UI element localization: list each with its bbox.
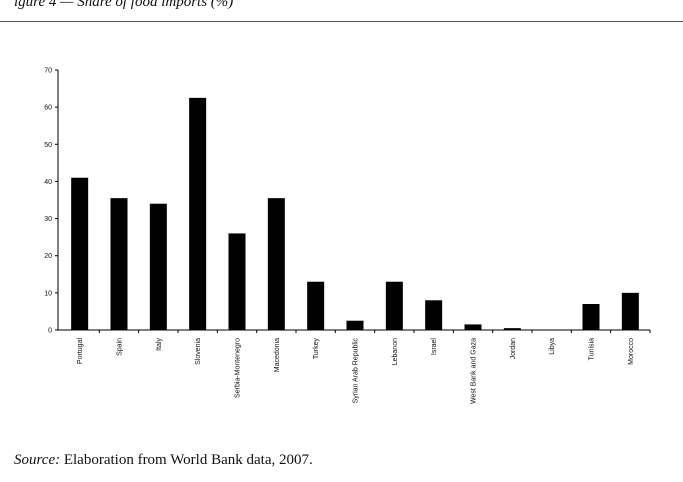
x-tick-label: Israel (431, 338, 438, 356)
bar (307, 282, 324, 330)
source-text: Elaboration from World Bank data, 2007. (60, 452, 313, 468)
x-tick-label: Italy (156, 338, 163, 351)
x-tick-label: Lebanon (392, 338, 399, 365)
bar (465, 324, 482, 330)
bar (583, 304, 600, 330)
y-axis: 0 10 20 30 40 50 60 70 (44, 68, 650, 335)
x-tick-label: Macedonia (274, 338, 281, 372)
bar-chart: 0 10 20 30 40 50 60 70 Portugal Spain Italy Sloven… (0, 50, 683, 440)
y-tick-label: 40 (44, 179, 52, 186)
y-tick-label: 30 (44, 216, 52, 223)
bar (229, 233, 246, 330)
figure-caption: igure 4 — Share of food imports (%) (14, 0, 233, 11)
x-tick-label: Morocco (628, 338, 635, 365)
bar (189, 98, 206, 330)
y-tick-label: 70 (44, 68, 52, 75)
y-tick-label: 60 (44, 105, 52, 112)
x-tick-label: Tunisia (589, 338, 596, 360)
bar (347, 321, 364, 330)
bar (504, 328, 521, 330)
y-tick-label: 50 (44, 142, 52, 149)
bar (71, 178, 88, 330)
bars-group (71, 98, 639, 330)
x-tick-label: Jordan (510, 338, 517, 360)
x-tick-label: Turkey (313, 338, 320, 360)
x-tick-label: Syrian Arab Republic (353, 338, 360, 404)
source-note: Source: Elaboration from World Bank data… (14, 452, 313, 469)
x-tick-label: Serbia-Montenegro (235, 338, 242, 398)
x-tick-label: Libya (549, 338, 556, 355)
header-rule (0, 21, 683, 22)
x-tick-label: Spain (117, 338, 124, 356)
bar (150, 204, 167, 330)
bar (425, 300, 442, 330)
x-tick-label: West Bank and Gaza (471, 338, 478, 404)
bar (386, 282, 403, 330)
x-tick-label: Slovenia (195, 338, 202, 365)
x-tick-label: Portugal (77, 338, 84, 365)
y-tick-label: 10 (44, 290, 52, 297)
x-axis-labels: Portugal Spain Italy Slovenia Serbia-Montene… (77, 330, 650, 404)
y-tick-label: 0 (48, 328, 52, 335)
bar (111, 198, 128, 330)
bar (622, 293, 639, 330)
source-label: Source: (14, 452, 60, 468)
bar (268, 198, 285, 330)
y-tick-label: 20 (44, 253, 52, 260)
